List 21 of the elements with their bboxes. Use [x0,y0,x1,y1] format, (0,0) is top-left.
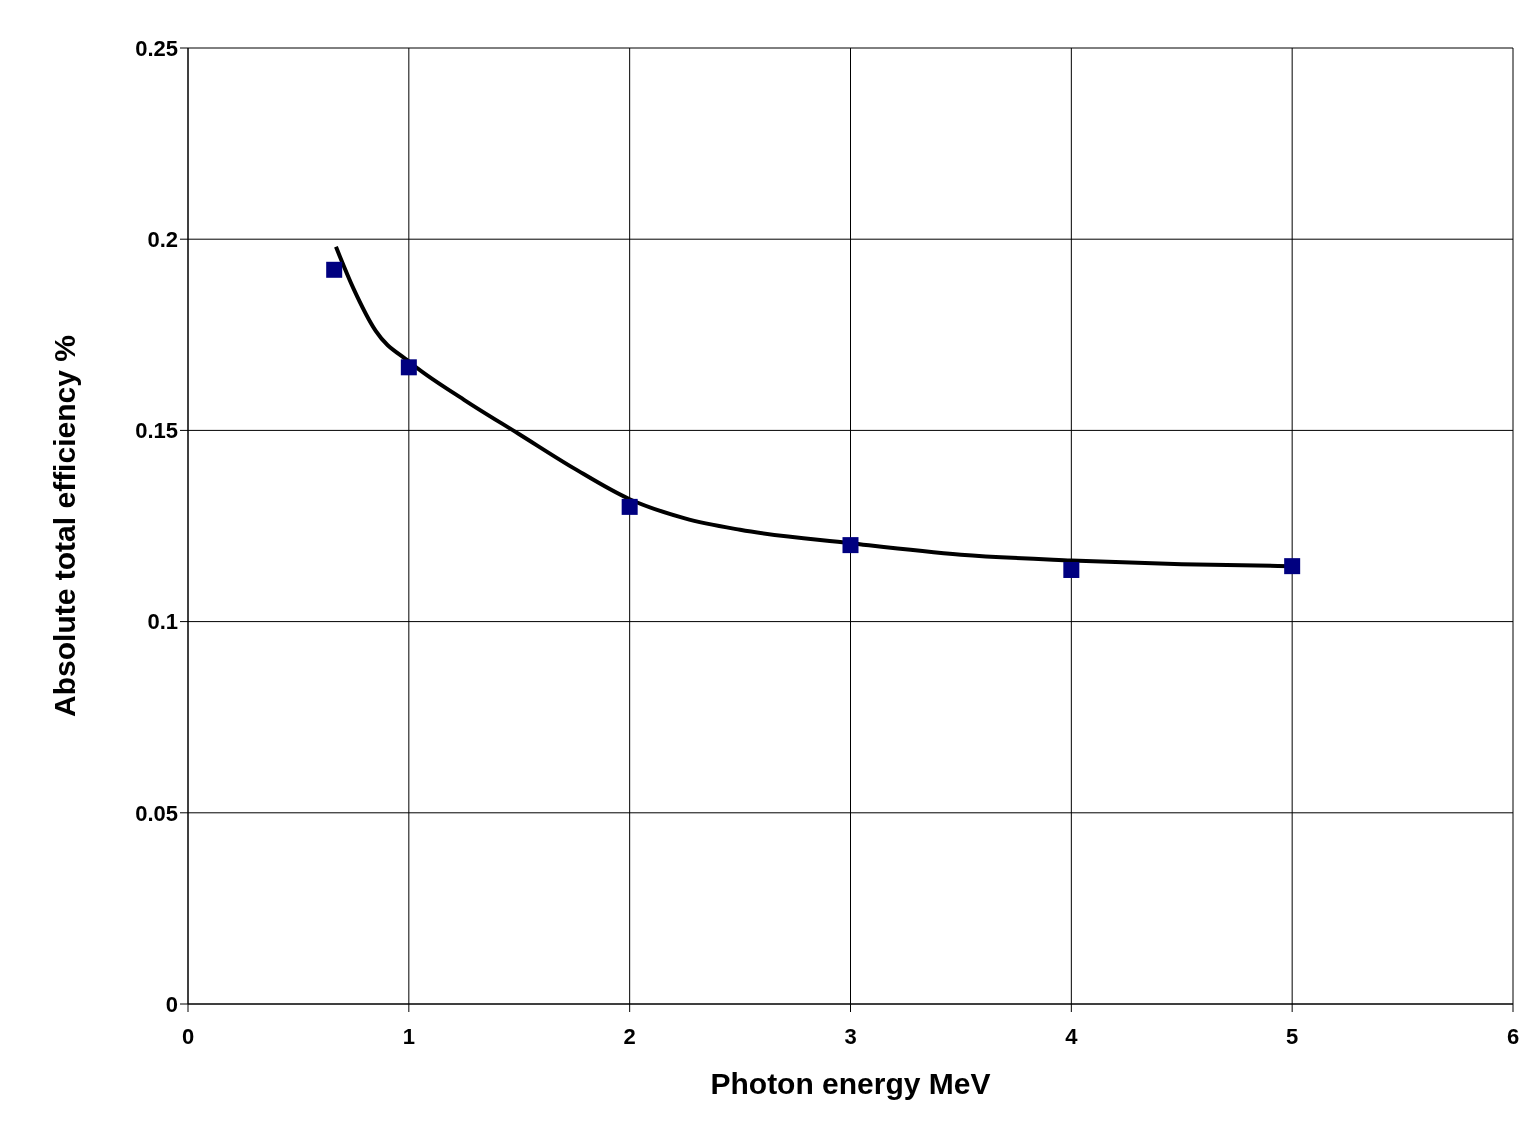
y-axis-title: Absolute total efficiency % [47,335,81,717]
y-tick-label: 0.1 [147,609,178,635]
y-tick-label: 0.25 [135,35,178,61]
point [621,498,638,515]
point [842,537,859,554]
y-tick-label: 0.15 [135,418,178,444]
x-axis-title: Photon energy MeV [710,1067,991,1100]
x-tick-label: 4 [1065,1023,1079,1049]
y-tick-label: 0.2 [147,227,178,253]
point [326,261,343,278]
x-tick-label: 0 [181,1023,195,1049]
x-tick-label: 3 [844,1023,857,1049]
point [400,359,417,376]
y-tick-label: 0.05 [135,800,178,826]
x-tick-label: 6 [1506,1023,1520,1049]
point [1284,558,1301,575]
x-tick-label: 5 [1286,1023,1299,1049]
x-tick-label: 2 [623,1023,636,1049]
y-tick-label: 0 [165,991,178,1017]
point [1063,561,1080,578]
x-tick-label: 1 [402,1023,415,1049]
